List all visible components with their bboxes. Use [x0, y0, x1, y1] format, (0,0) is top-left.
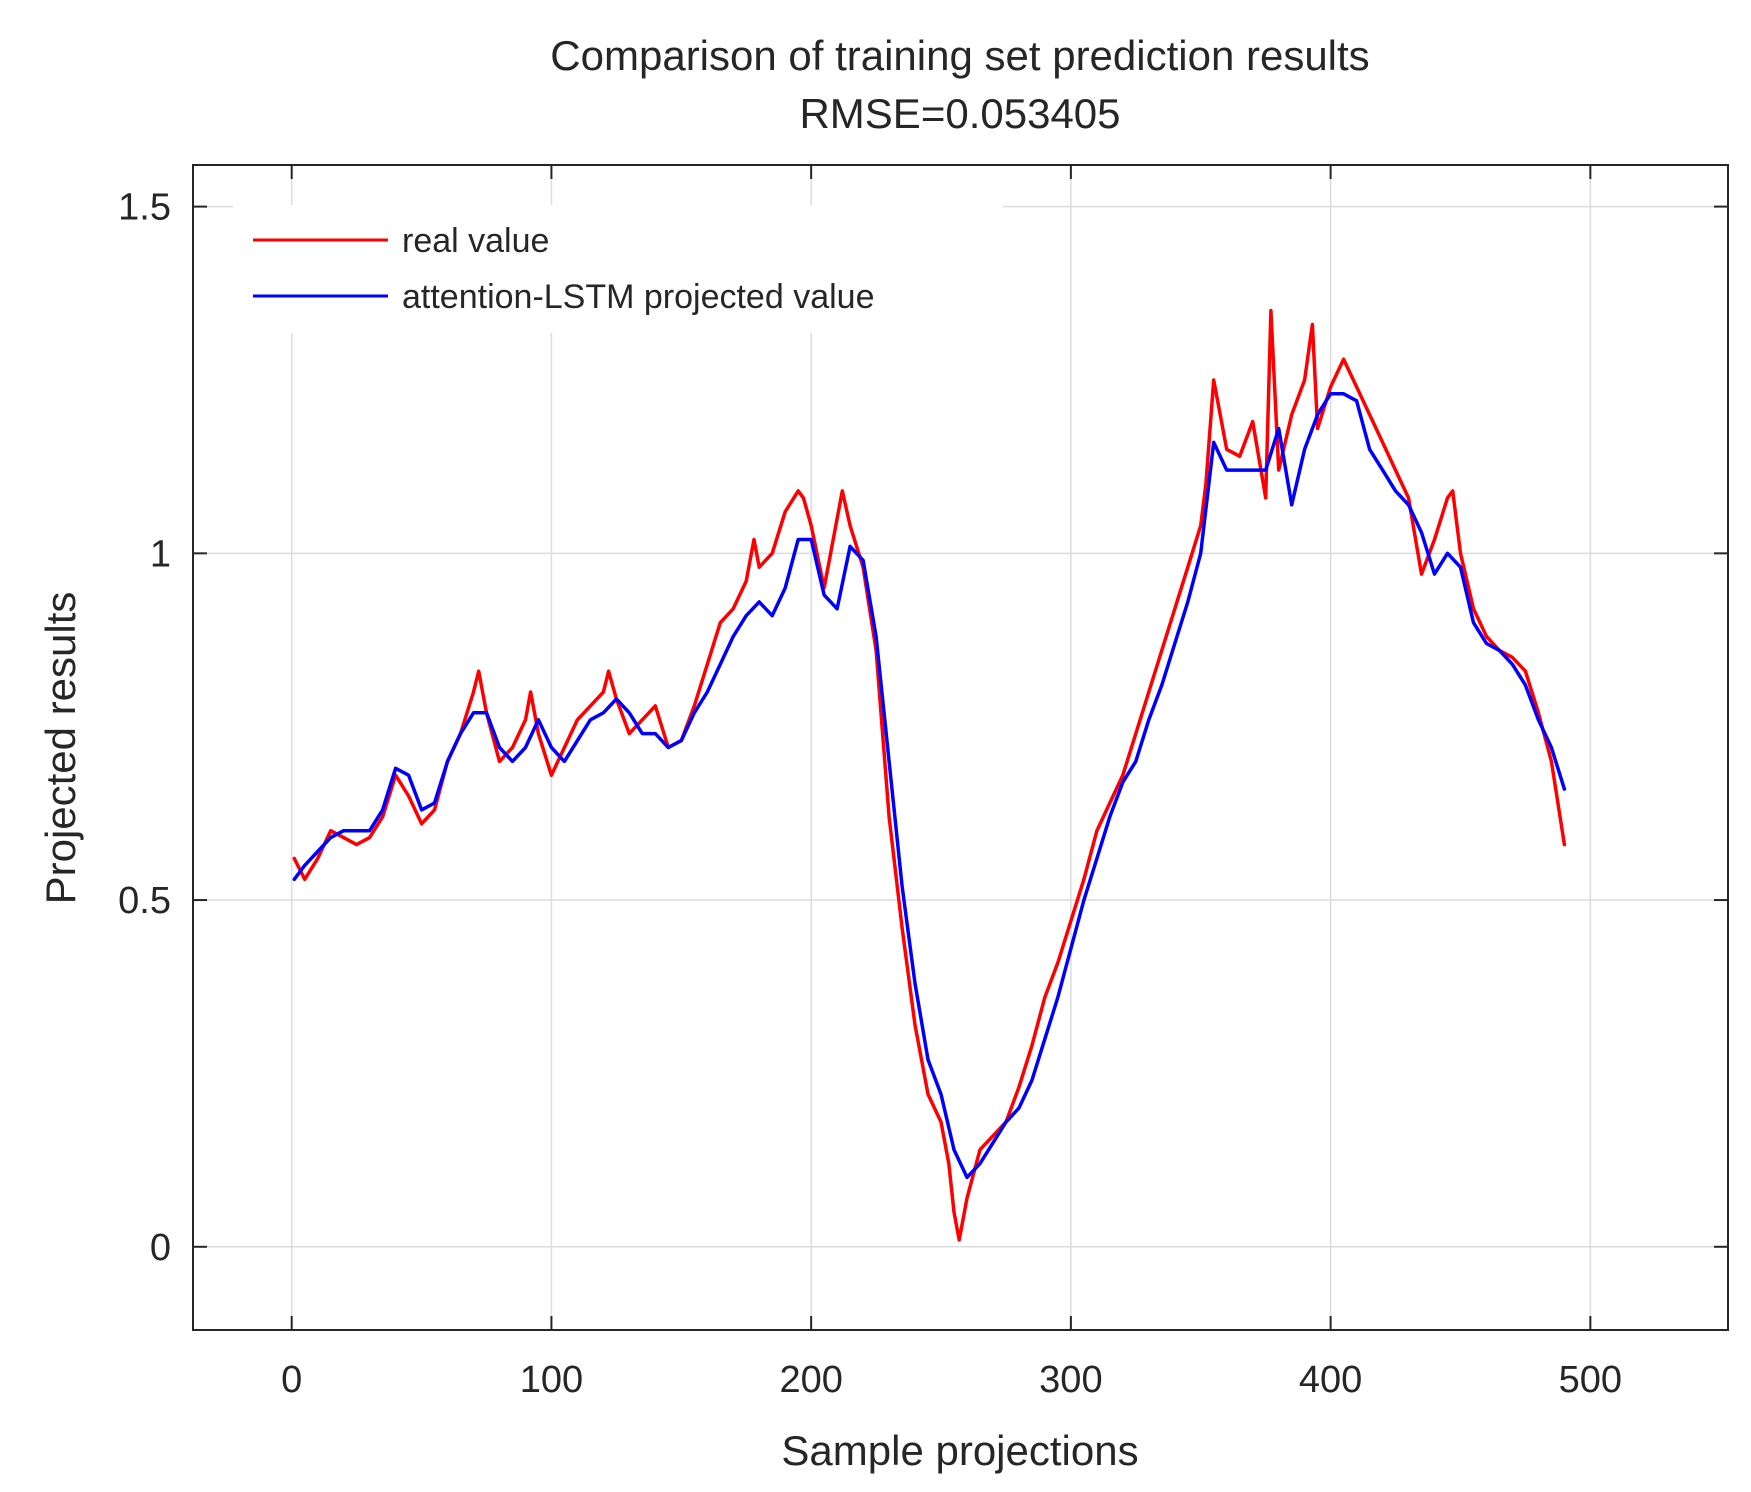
y-tick-label: 1 [150, 533, 171, 575]
plot-area [193, 165, 1728, 1330]
x-tick-label: 200 [779, 1359, 842, 1401]
x-tick-label: 300 [1039, 1359, 1102, 1401]
y-tick-label: 1.5 [118, 187, 171, 229]
x-tick-label: 0 [281, 1359, 302, 1401]
chart-subtitle: RMSE=0.053405 [799, 90, 1120, 137]
x-tick-label: 400 [1299, 1359, 1362, 1401]
legend-label-real-value: real value [402, 222, 549, 260]
legend: real value attention-LSTM projected valu… [233, 205, 1003, 333]
series-line-attention-lstm [292, 392, 1567, 1180]
plot-frame [192, 164, 1729, 1331]
legend-label-attention-lstm: attention-LSTM projected value [402, 278, 874, 316]
chart-title: Comparison of training set prediction re… [550, 32, 1369, 79]
x-tick-label: 500 [1559, 1359, 1622, 1401]
x-tick-label: 100 [520, 1359, 583, 1401]
y-axis-label: Projected results [37, 592, 84, 905]
y-tick-label: 0 [150, 1227, 171, 1269]
legend-box [233, 205, 1003, 333]
series-line-real-value [292, 308, 1567, 1242]
x-axis-label: Sample projections [781, 1427, 1138, 1474]
y-tick-label: 0.5 [118, 880, 171, 922]
series-layer [292, 308, 1567, 1242]
axis-ticks: 0 100 200 300 400 500 0 0.5 1 1.5 [118, 165, 1728, 1401]
